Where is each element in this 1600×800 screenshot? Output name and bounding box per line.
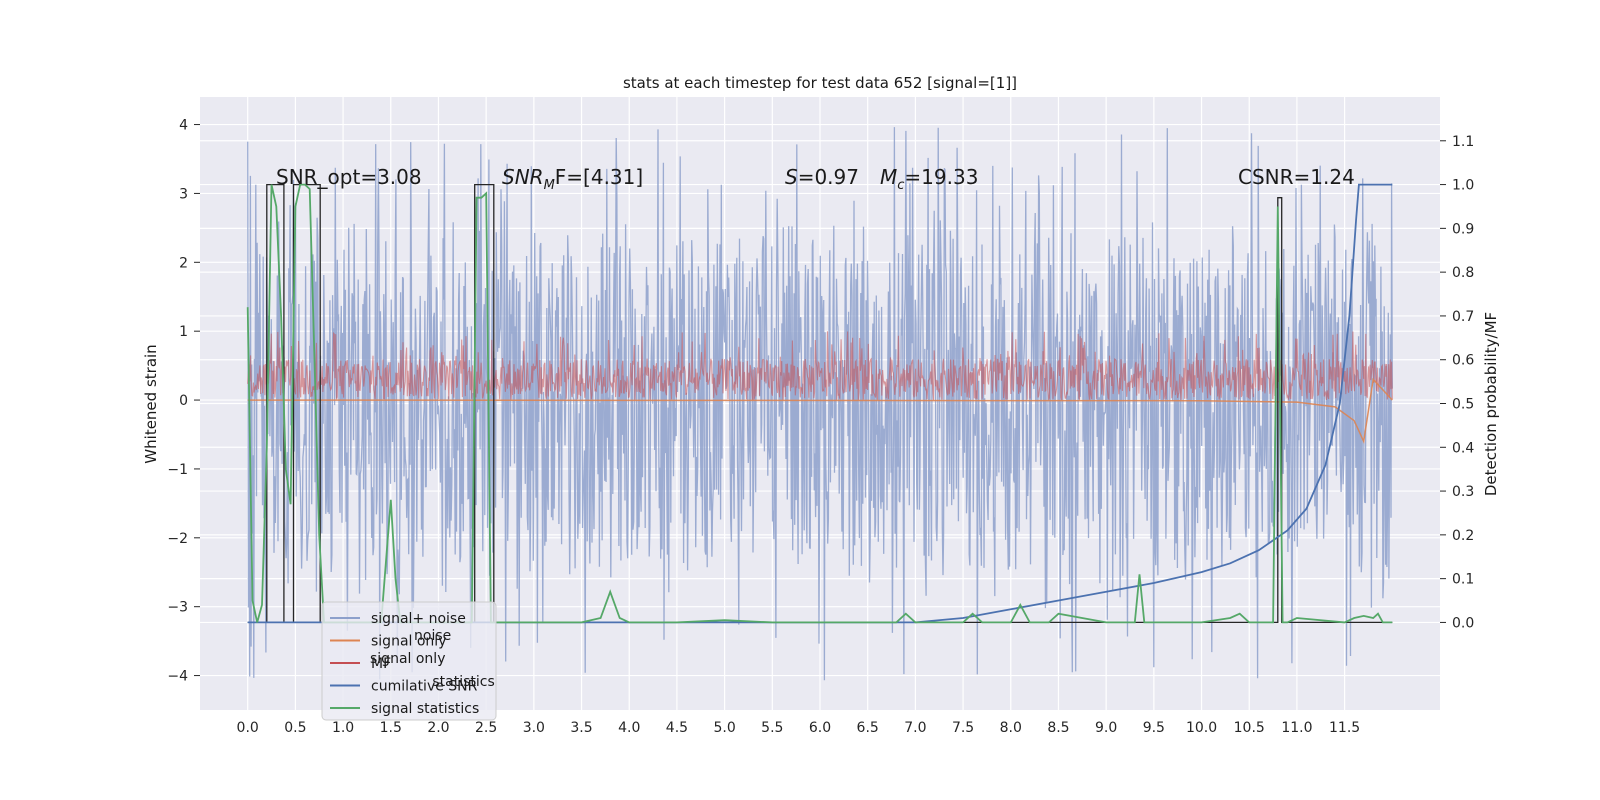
series-signal-statistics-line — [246, 183, 1393, 624]
x-tick-label: 1.0 — [332, 720, 354, 736]
legend-label: signal only — [371, 634, 446, 650]
x-tick-label: 0.5 — [284, 720, 306, 736]
x-tick-label: 5.0 — [713, 720, 735, 736]
x-tick-label: 8.5 — [1047, 720, 1069, 736]
annotation-mc-rest: =19.33 — [904, 165, 978, 189]
right-y-tick-label: 0.5 — [1452, 397, 1474, 413]
left-y-tick-label: −4 — [167, 669, 188, 685]
left-y-tick-label: 0 — [179, 393, 188, 409]
x-tick-label: 4.0 — [618, 720, 640, 736]
annotation-mc-sub: c — [897, 178, 904, 193]
x-tick-label: 4.5 — [666, 720, 688, 736]
legend-label: signal+ noise — [371, 611, 466, 627]
annotation-s: S=0.97 — [785, 165, 859, 189]
left-y-tick-label: 3 — [179, 186, 188, 202]
x-tick-label: 11.5 — [1329, 720, 1360, 736]
right-y-tick-label: 0.2 — [1452, 528, 1474, 544]
annotation-s-rest: =0.97 — [798, 165, 859, 189]
right-y-tick-label: 0.8 — [1452, 265, 1474, 281]
series-cumulative-snr-line — [247, 183, 1393, 624]
right-y-tick-label: 0.6 — [1452, 353, 1474, 369]
x-tick-label: 7.5 — [952, 720, 974, 736]
left-y-tick-label: −3 — [167, 600, 188, 616]
left-y-tick-label: 1 — [179, 324, 188, 340]
right-y-tick-label: 1.1 — [1452, 134, 1474, 150]
x-tick-label: 10.0 — [1186, 720, 1217, 736]
x-tick-label: 10.5 — [1234, 720, 1265, 736]
series-signal-only-line — [247, 377, 1393, 444]
right-y-tick-label: 0.1 — [1452, 572, 1474, 588]
x-tick-label: 1.5 — [380, 720, 402, 736]
x-tick-label: 9.5 — [1143, 720, 1165, 736]
x-tick-label: 6.0 — [809, 720, 831, 736]
right-y-tick-label: 0.0 — [1452, 615, 1474, 631]
legend-label: MF — [371, 656, 391, 672]
annotation-csnr: CSNR=1.24 — [1238, 165, 1355, 189]
left-y-tick-label: −2 — [167, 531, 188, 547]
chart-title: stats at each timestep for test data 652… — [623, 74, 1017, 92]
annotations: SNR_opt=3.08 SNRMF=[4.31] S=0.97 Mc=19.3… — [276, 165, 1355, 193]
right-y-tick-label: 0.7 — [1452, 309, 1474, 325]
annotation-snr-mf-sub: M — [544, 178, 555, 193]
left-y-axis-ticks: 4 3 2 1 0 −1 −2 −3 −4 — [167, 118, 200, 685]
annotation-mc-name: M — [880, 165, 897, 189]
legend-shadow-label: statistics — [432, 674, 494, 690]
x-tick-label: 3.0 — [523, 720, 545, 736]
annotation-mc: Mc=19.33 — [880, 165, 978, 193]
x-tick-label: 5.5 — [761, 720, 783, 736]
right-y-tick-label: 0.4 — [1452, 440, 1474, 456]
x-tick-label: 3.5 — [570, 720, 592, 736]
right-y-tick-label: 1.0 — [1452, 178, 1474, 194]
x-tick-label: 6.5 — [857, 720, 879, 736]
legend-shadow-label: noise — [414, 628, 451, 644]
annotation-snr-mf: SNRMF=[4.31] — [502, 165, 643, 193]
right-y-axis-ticks: 1.1 1.0 0.9 0.8 0.7 0.6 0.5 0.4 0.3 0.2 0.1 0.0 — [1440, 134, 1474, 631]
annotation-s-name: S — [785, 165, 798, 189]
annotation-snr-mf-rest: F=[4.31] — [555, 165, 643, 189]
x-tick-label: 2.5 — [475, 720, 497, 736]
legend-shadow-label: signal only — [370, 651, 445, 667]
left-y-tick-label: −1 — [167, 462, 188, 478]
x-tick-label: 9.0 — [1095, 720, 1117, 736]
left-y-tick-label: 4 — [179, 118, 188, 134]
series-signal-noise-line — [247, 127, 1393, 681]
series-mf-line — [247, 331, 1393, 402]
left-y-tick-label: 2 — [179, 255, 188, 271]
x-tick-label: 8.0 — [1000, 720, 1022, 736]
left-y-axis-label: Whitened strain — [142, 344, 160, 463]
x-axis-ticks: 0.0 0.5 1.0 1.5 2.0 2.5 3.0 3.5 4.0 4.5 5.0 5.5 6.0 6… — [237, 720, 1361, 736]
right-y-tick-label: 0.9 — [1452, 221, 1474, 237]
right-y-tick-label: 0.3 — [1452, 484, 1474, 500]
annotation-snr-opt: SNR_opt=3.08 — [276, 165, 422, 189]
x-tick-label: 11.0 — [1281, 720, 1312, 736]
x-tick-label: 0.0 — [237, 720, 259, 736]
x-tick-label: 7.0 — [904, 720, 926, 736]
annotation-snr-mf-name: SNR — [502, 165, 544, 189]
legend-label: cumilative SNR — [371, 679, 478, 695]
legend-label: signal statistics — [371, 701, 479, 717]
legend-box — [321, 601, 497, 721]
x-tick-label: 2.0 — [427, 720, 449, 736]
right-y-axis-label: Detection probability/MF — [1482, 312, 1500, 496]
